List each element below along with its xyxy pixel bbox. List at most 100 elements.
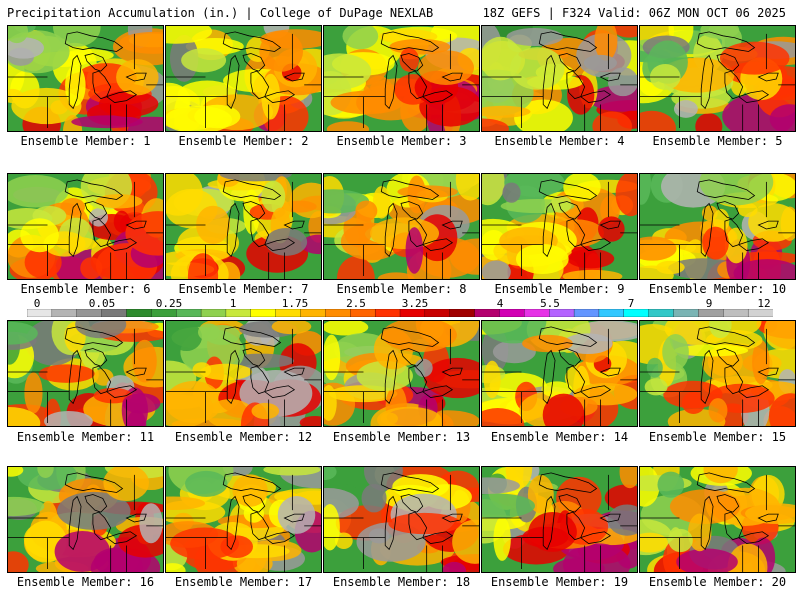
colorbar-tick-label: 12 — [757, 297, 771, 310]
precip-map — [482, 467, 637, 572]
colorbar-tick-label: 4 — [496, 297, 504, 310]
ensemble-member-label: Ensemble Member: 11 — [16, 430, 155, 444]
colorbar-swatch — [623, 309, 650, 317]
colorbar-swatch — [51, 309, 78, 317]
colorbar-tick-label: 1 — [229, 297, 237, 310]
colorbar-tick-label: 0.25 — [155, 297, 183, 310]
ensemble-member-label: Ensemble Member: 13 — [332, 430, 471, 444]
colorbar-tick-label: 0 — [33, 297, 41, 310]
colorbar-swatch — [549, 309, 575, 317]
ensemble-member-label: Ensemble Member: 16 — [16, 575, 155, 589]
precip-map — [324, 174, 479, 279]
colorbar-swatch — [673, 309, 699, 317]
precip-map — [8, 321, 163, 426]
ensemble-map-panel — [323, 25, 480, 132]
ensemble-member-label: Ensemble Member: 1 — [20, 134, 151, 148]
colorbar-swatch — [648, 309, 674, 317]
precip-map — [324, 467, 479, 572]
precip-map — [166, 467, 321, 572]
precip-map — [640, 174, 795, 279]
header: Precipitation Accumulation (in.) | Colle… — [0, 0, 800, 22]
ensemble-map-panel — [323, 173, 480, 280]
model-run-info: 18Z GEFS | F324 Valid: 06Z MON OCT 06 20… — [482, 6, 786, 20]
colorbar-swatch — [499, 309, 525, 317]
precip-map — [166, 26, 321, 131]
colorbar-swatch — [76, 309, 103, 317]
colorbar-swatch — [126, 309, 152, 317]
ensemble-member-label: Ensemble Member: 17 — [174, 575, 313, 589]
ensemble-member-label: Ensemble Member: 8 — [336, 282, 467, 296]
precip-map — [8, 26, 163, 131]
colorbar-tick-label: 1.75 — [281, 297, 309, 310]
precip-map — [482, 26, 637, 131]
ensemble-map-panel — [481, 173, 638, 280]
colorbar-tick-label: 2.5 — [346, 297, 366, 310]
colorbar-swatch — [151, 309, 177, 317]
ensemble-map-panel — [165, 173, 322, 280]
ensemble-map-panel — [639, 466, 796, 573]
ensemble-map-panel — [481, 466, 638, 573]
ensemble-map-panel — [639, 320, 796, 427]
ensemble-member-label: Ensemble Member: 15 — [648, 430, 787, 444]
ensemble-member-label: Ensemble Member: 9 — [494, 282, 625, 296]
ensemble-map-panel — [481, 25, 638, 132]
ensemble-map-panel — [639, 25, 796, 132]
colorbar-swatch — [300, 309, 326, 317]
colorbar-tick-label: 5.5 — [540, 297, 560, 310]
ensemble-member-label: Ensemble Member: 12 — [174, 430, 313, 444]
ensemble-map-panel — [165, 320, 322, 427]
colorbar-swatch — [250, 309, 277, 317]
colorbar-swatch — [747, 309, 773, 317]
precip-map — [166, 174, 321, 279]
ensemble-map-panel — [481, 320, 638, 427]
precip-map — [166, 321, 321, 426]
colorbar-swatch — [200, 309, 227, 317]
ensemble-map-panel — [7, 25, 164, 132]
precip-map — [640, 321, 795, 426]
colorbar-swatch — [474, 309, 500, 317]
precip-map — [324, 321, 479, 426]
colorbar-legend: 0 0.05 0.25 1 1.75 2.5 3.25 4 5.5 7 9 12 — [12, 297, 788, 319]
colorbar-swatch — [723, 309, 749, 317]
colorbar-tick-label: 0.05 — [88, 297, 116, 310]
colorbar-swatch — [325, 309, 351, 317]
colorbar-swatch — [449, 309, 476, 317]
ensemble-map-panel — [323, 320, 480, 427]
precip-map — [640, 467, 795, 572]
colorbar-swatch — [176, 309, 202, 317]
colorbar-swatch — [275, 309, 301, 317]
colorbar-swatch — [350, 309, 376, 317]
ensemble-map-panel — [7, 173, 164, 280]
precip-map — [482, 174, 637, 279]
ensemble-map-panel — [7, 466, 164, 573]
page-title: Precipitation Accumulation (in.) | Colle… — [7, 6, 434, 20]
ensemble-member-label: Ensemble Member: 7 — [178, 282, 309, 296]
colorbar-swatch — [424, 309, 451, 317]
colorbar-swatch — [698, 309, 724, 317]
colorbar-tick-label: 3.25 — [401, 297, 429, 310]
colorbar-swatch — [399, 309, 426, 317]
ensemble-member-label: Ensemble Member: 4 — [494, 134, 625, 148]
precip-map — [324, 26, 479, 131]
colorbar-swatch — [225, 309, 252, 317]
colorbar-swatch — [524, 309, 550, 317]
ensemble-member-label: Ensemble Member: 14 — [490, 430, 629, 444]
ensemble-map-panel — [7, 320, 164, 427]
precip-map — [640, 26, 795, 131]
ensemble-member-label: Ensemble Member: 5 — [652, 134, 783, 148]
ensemble-map-panel — [639, 173, 796, 280]
colorbar-tick-label: 9 — [705, 297, 713, 310]
ensemble-map-panel — [165, 466, 322, 573]
ensemble-member-label: Ensemble Member: 19 — [490, 575, 629, 589]
ensemble-member-label: Ensemble Member: 20 — [648, 575, 787, 589]
colorbar-swatch — [573, 309, 600, 317]
ensemble-map-panel — [323, 466, 480, 573]
precip-map — [8, 174, 163, 279]
precip-map — [8, 467, 163, 572]
ensemble-member-label: Ensemble Member: 3 — [336, 134, 467, 148]
colorbar-swatch — [101, 309, 127, 317]
ensemble-map-panel — [165, 25, 322, 132]
ensemble-member-label: Ensemble Member: 18 — [332, 575, 471, 589]
colorbar-swatch — [374, 309, 401, 317]
colorbar-swatch — [27, 309, 53, 317]
